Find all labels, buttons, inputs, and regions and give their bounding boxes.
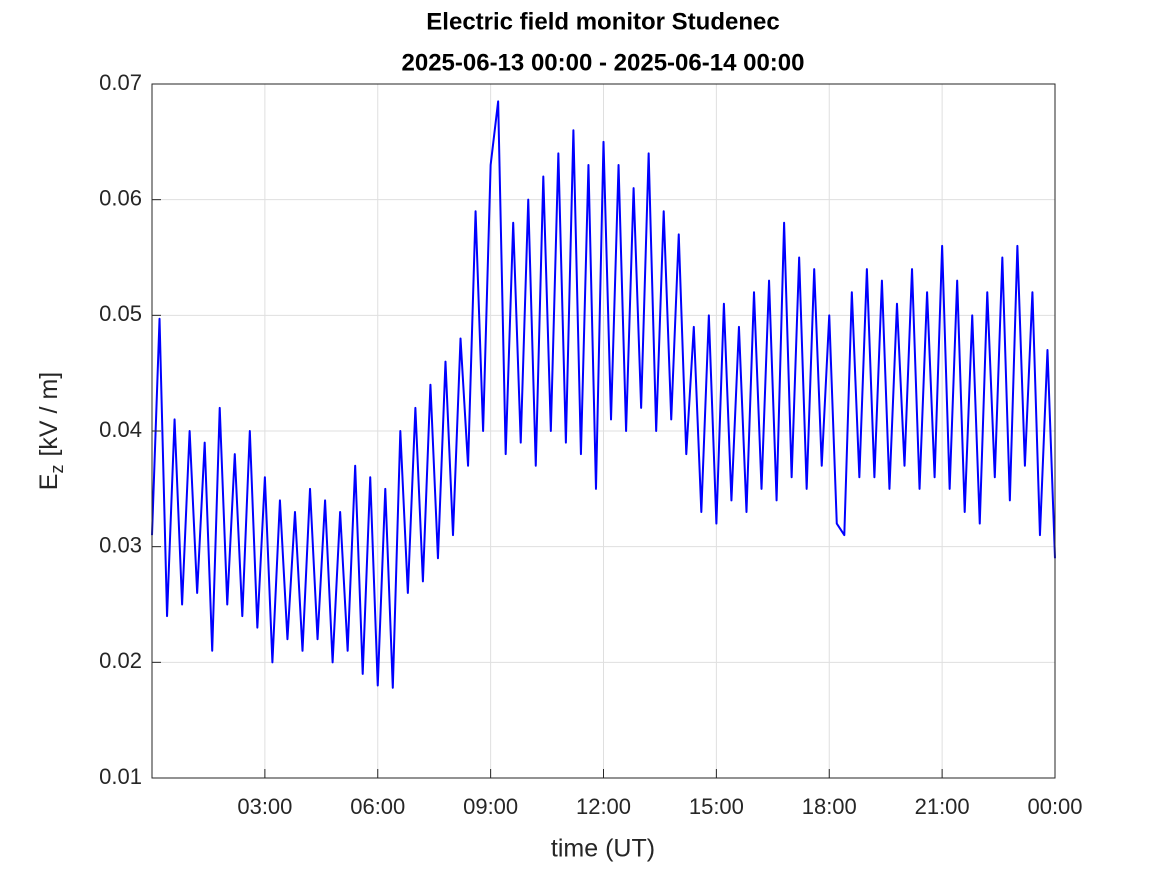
x-tick-label: 03:00 bbox=[237, 794, 292, 819]
y-tick-label: 0.07 bbox=[99, 70, 142, 95]
y-label-main: E bbox=[35, 474, 63, 491]
y-label-unit: [kV / m] bbox=[35, 372, 63, 457]
x-tick-label: 21:00 bbox=[915, 794, 970, 819]
y-label-sub: z bbox=[47, 465, 67, 474]
y-tick-label: 0.01 bbox=[99, 764, 142, 789]
x-tick-label: 12:00 bbox=[576, 794, 631, 819]
chart-title: Electric field monitor Studenec bbox=[426, 8, 779, 35]
y-tick-label: 0.06 bbox=[99, 185, 142, 210]
x-tick-label: 15:00 bbox=[689, 794, 744, 819]
y-tick-label: 0.05 bbox=[99, 301, 142, 326]
y-tick-label: 0.04 bbox=[99, 417, 142, 442]
y-tick-label: 0.02 bbox=[99, 648, 142, 673]
ticks: 0.01 0.02 0.03 0.04 0.05 0.06 0.07 03:00 06:00 09… bbox=[99, 70, 1082, 819]
chart-subtitle: 2025-06-13 00:00 - 2025-06-14 00:00 bbox=[402, 49, 805, 76]
y-axis-label: Ez [kV / m] bbox=[35, 372, 67, 490]
x-tick-label: 09:00 bbox=[463, 794, 518, 819]
series bbox=[151, 100, 1056, 689]
x-tick-label: 00:00 bbox=[1027, 794, 1082, 819]
y-tick-label: 0.03 bbox=[99, 532, 142, 557]
x-axis-label: time (UT) bbox=[551, 835, 655, 863]
data-line bbox=[151, 100, 1056, 689]
x-tick-label: 06:00 bbox=[350, 794, 405, 819]
x-tick-label: 18:00 bbox=[802, 794, 857, 819]
